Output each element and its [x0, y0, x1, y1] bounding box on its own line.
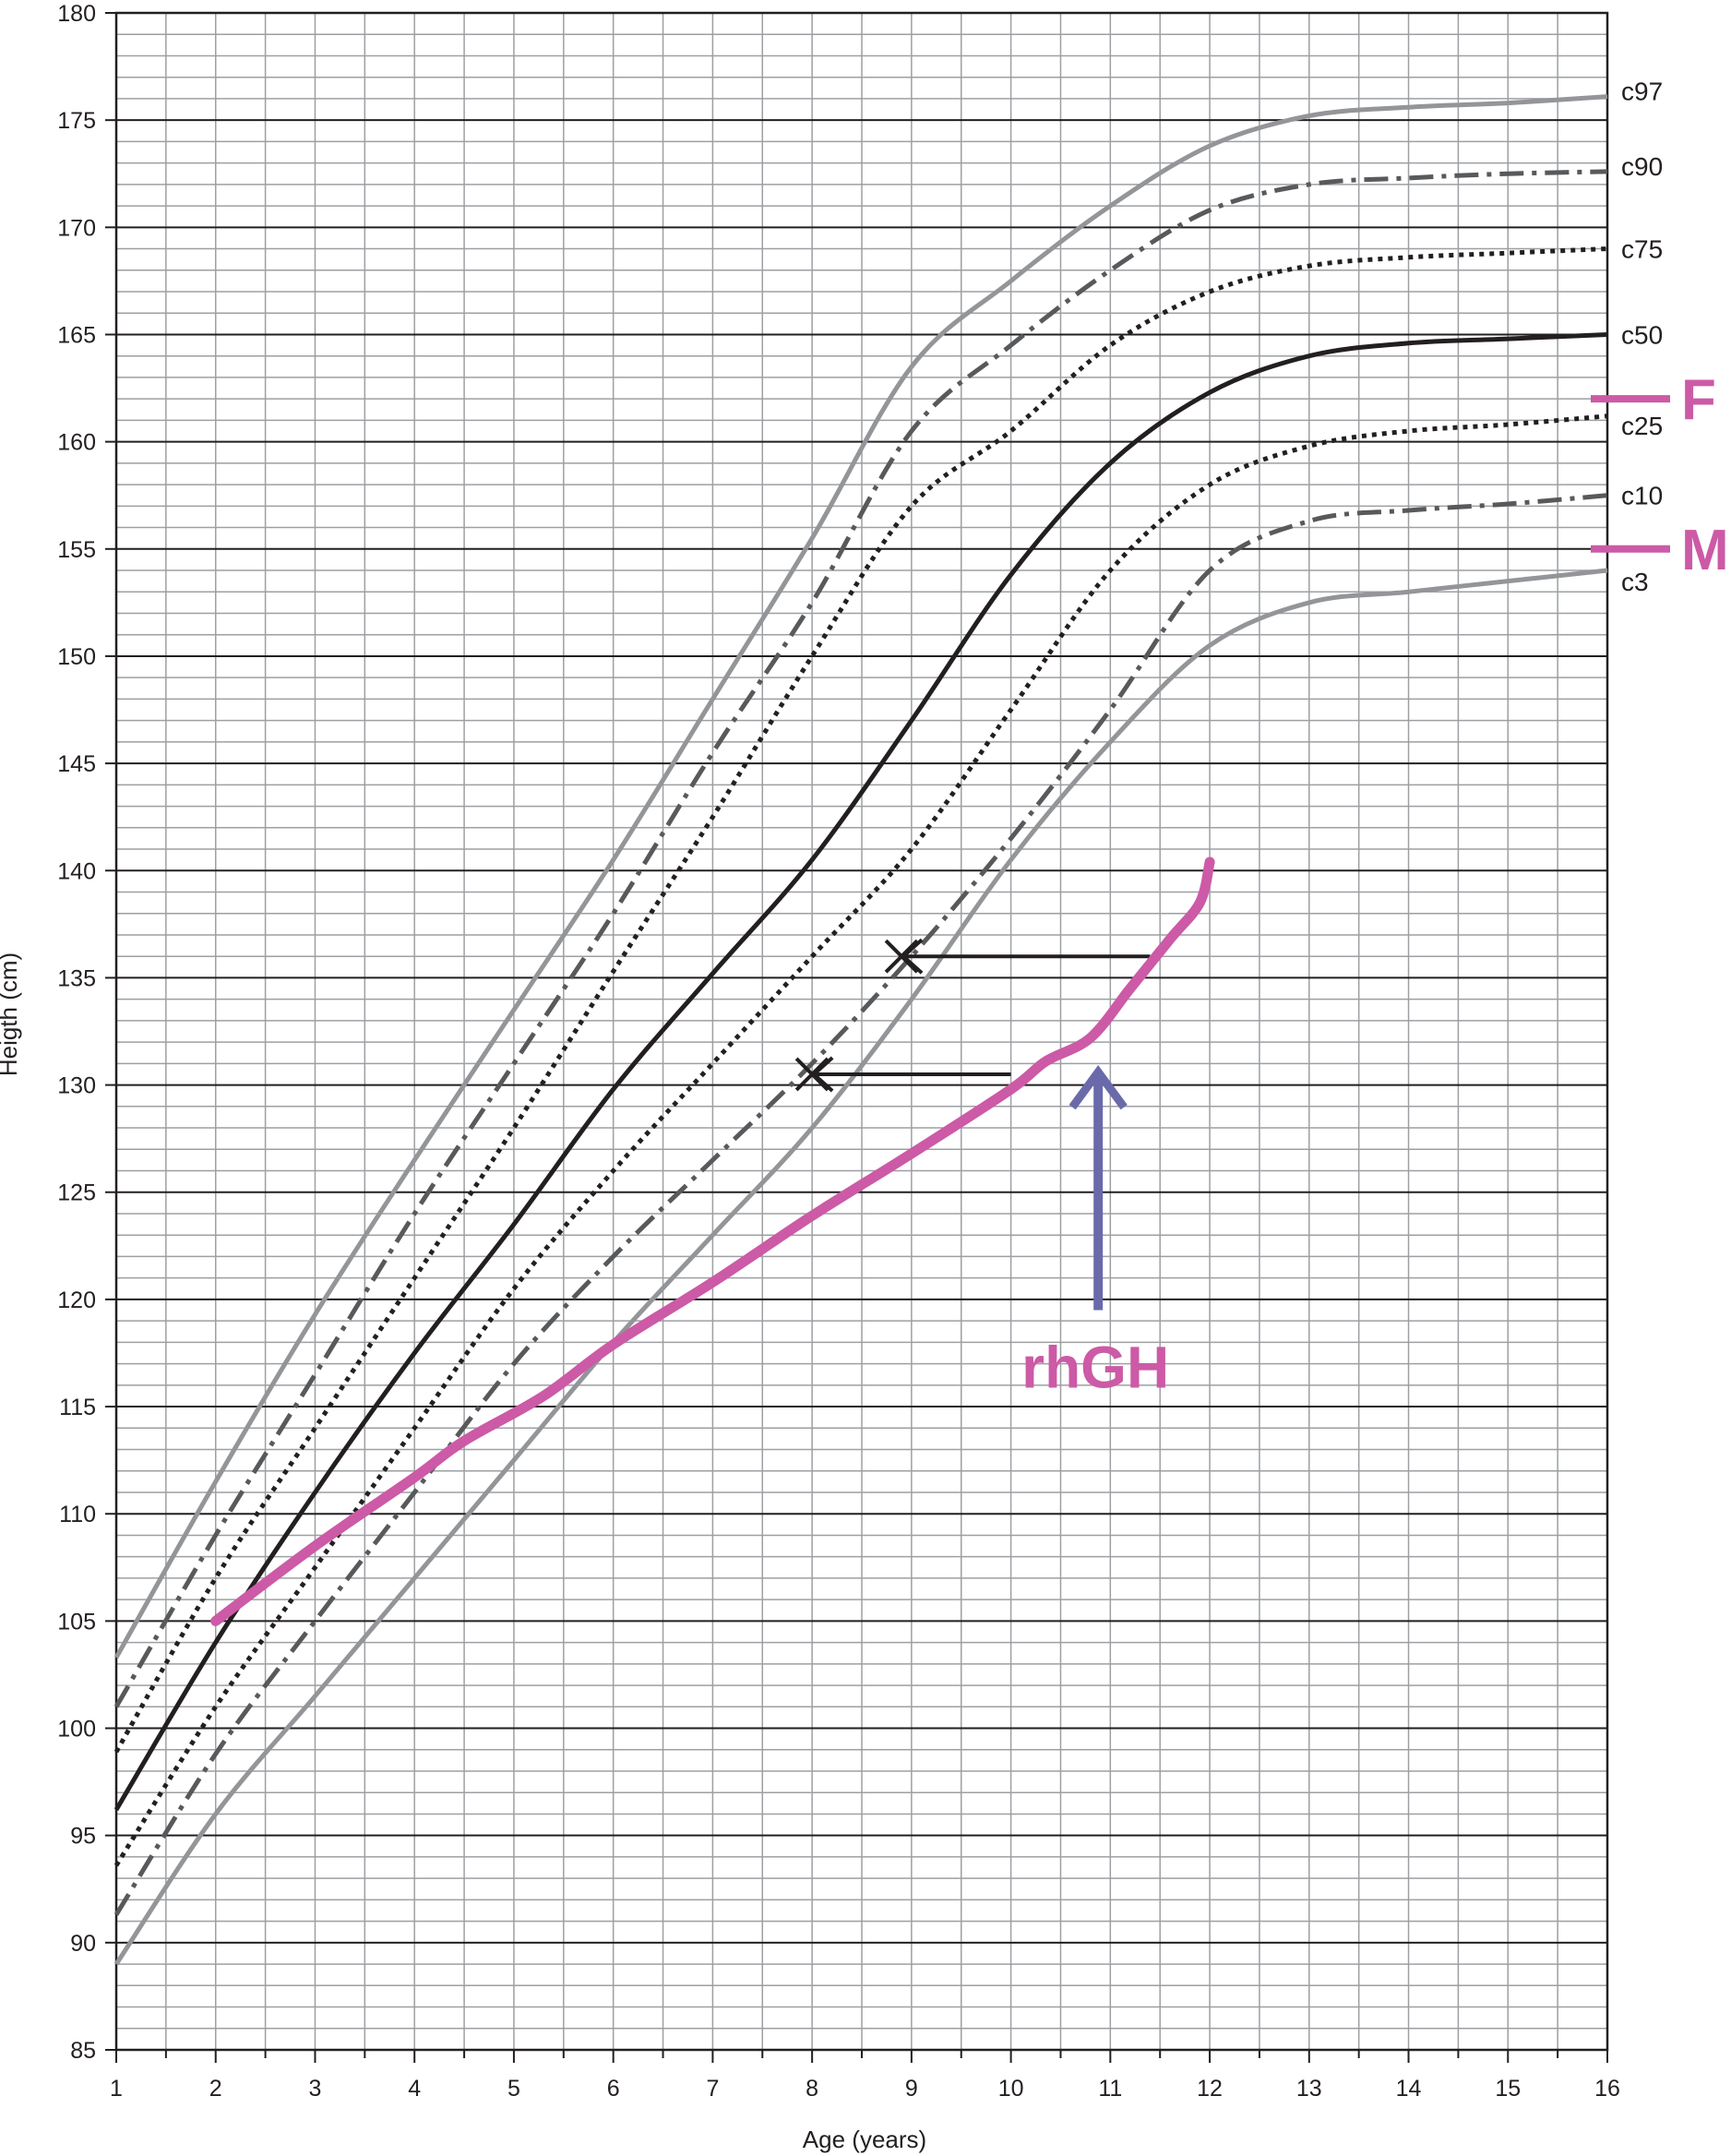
x-tick-label: 6 — [607, 2076, 620, 2102]
x-tick-label: 4 — [408, 2076, 421, 2102]
treatment-annotation: rhGH — [1021, 1065, 1169, 1401]
parent-height-label: M — [1681, 519, 1729, 582]
percentile-label-c97: c97 — [1621, 78, 1663, 106]
percentile-label-c3: c3 — [1621, 568, 1649, 596]
x-tick-label: 2 — [209, 2076, 222, 2102]
x-tick-label: 13 — [1296, 2076, 1322, 2102]
percentile-curve-c10 — [113, 493, 1608, 1916]
y-tick-label: 135 — [57, 965, 96, 991]
major-gridlines — [116, 12, 1607, 2051]
y-tick-label: 140 — [57, 858, 96, 884]
x-axis-title: Age (years) — [803, 2126, 926, 2153]
y-tick-label: 90 — [70, 1931, 96, 1957]
y-tick-label: 165 — [57, 322, 96, 348]
percentile-curve-c50 — [113, 332, 1608, 1812]
y-tick-label: 100 — [57, 1717, 96, 1743]
y-tick-labels: 85 90 95 100 105 110 115 120 125 130 135 140 145 150 1… — [57, 1, 96, 2064]
x-tick-label: 16 — [1594, 2076, 1620, 2102]
axes — [105, 11, 1609, 2063]
x-tick-label: 8 — [806, 2076, 818, 2102]
rhgh-label: rhGH — [1021, 1335, 1169, 1401]
x-tick-label: 14 — [1396, 2076, 1422, 2102]
y-tick-label: 105 — [57, 1609, 96, 1635]
bone-age-x-marker — [794, 1057, 830, 1092]
y-tick-label: 110 — [59, 1502, 96, 1527]
patient-growth — [210, 856, 1215, 1626]
plot-frame — [114, 11, 1609, 2052]
rhgh-arrowhead — [1068, 1065, 1128, 1110]
x-tick-label: 12 — [1197, 2076, 1223, 2102]
percentile-label-c10: c10 — [1621, 482, 1663, 510]
parent-height-label: F — [1681, 368, 1716, 432]
x-tick-label: 3 — [309, 2076, 322, 2102]
y-tick-label: 145 — [57, 751, 96, 777]
percentile-label-c75: c75 — [1621, 235, 1663, 264]
y-tick-label: 155 — [57, 537, 96, 563]
y-tick-label: 150 — [57, 644, 96, 670]
x-tick-labels: 1 2 3 4 5 6 7 8 9 10 11 12 13 14 15 16 — [110, 2076, 1620, 2102]
percentile-curve-c3 — [113, 568, 1608, 1966]
bone-age-x-marker — [884, 939, 919, 974]
percentile-label-c25: c25 — [1621, 412, 1663, 440]
percentile-curve-c90 — [113, 169, 1608, 1708]
percentile-curve-c97 — [113, 94, 1608, 1659]
y-tick-label: 170 — [57, 215, 96, 241]
y-tick-label: 120 — [57, 1288, 96, 1313]
x-tick-label: 9 — [905, 2076, 918, 2102]
percentile-curve-c75 — [113, 246, 1608, 1754]
x-tick-label: 7 — [706, 2076, 719, 2102]
patient-growth-line — [210, 856, 1215, 1626]
y-tick-label: 95 — [70, 1824, 96, 1850]
y-tick-label: 175 — [57, 108, 96, 134]
x-tick-label: 11 — [1098, 2076, 1122, 2102]
percentile-label-c90: c90 — [1621, 152, 1663, 181]
minor-gridlines — [116, 13, 1607, 2050]
y-axis-title: Heigth (cm) — [0, 952, 22, 1076]
y-tick-label: 180 — [57, 1, 96, 27]
x-tick-label: 10 — [998, 2076, 1024, 2102]
percentile-labels: c97 c90 c75 c50 c25 c10 c3 — [1621, 78, 1663, 596]
x-tick-label: 5 — [507, 2076, 520, 2102]
percentile-label-c50: c50 — [1621, 320, 1663, 349]
x-tick-label: 15 — [1495, 2076, 1521, 2102]
bone-age-marks — [794, 938, 1151, 1093]
parent-heights: FM — [1591, 368, 1729, 582]
y-tick-label: 85 — [70, 2038, 96, 2064]
y-tick-label: 130 — [57, 1073, 96, 1099]
y-tick-label: 115 — [59, 1395, 96, 1420]
y-tick-label: 125 — [57, 1180, 96, 1206]
y-tick-label: 160 — [57, 430, 96, 456]
x-tick-label: 1 — [110, 2076, 123, 2102]
